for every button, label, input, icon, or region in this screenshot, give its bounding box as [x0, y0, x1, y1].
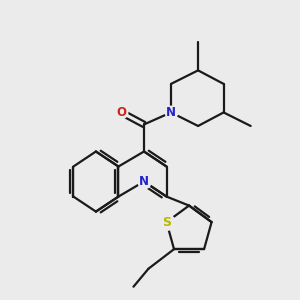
Text: S: S [162, 216, 171, 229]
Text: N: N [139, 175, 149, 188]
Text: O: O [116, 106, 127, 119]
Text: N: N [166, 106, 176, 119]
